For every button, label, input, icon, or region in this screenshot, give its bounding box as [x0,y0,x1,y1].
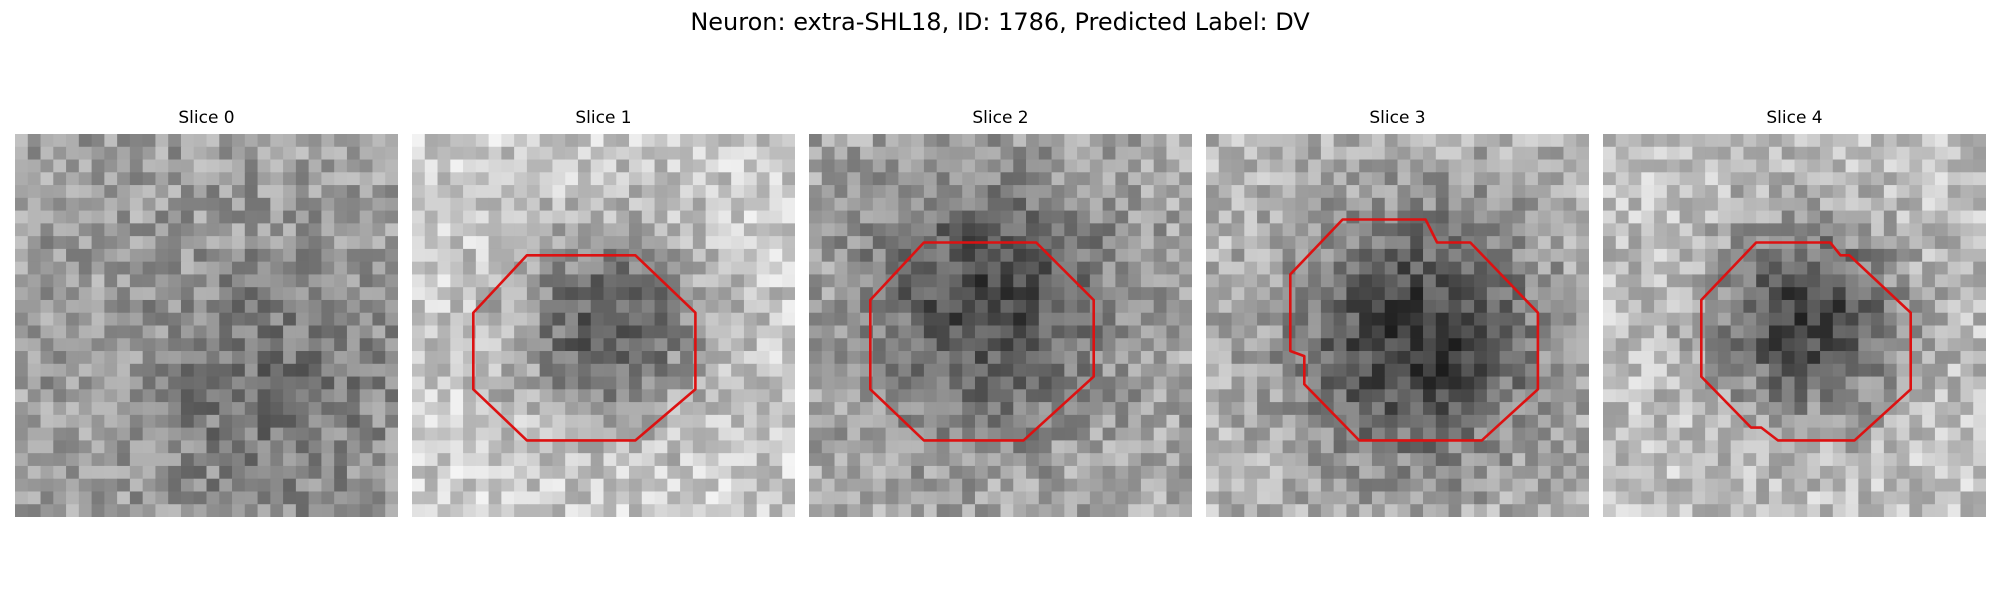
slice-image [1206,134,1589,517]
slice-image-canvas [1603,134,1986,517]
slice-image-canvas [1206,134,1589,517]
slice-image [1603,134,1986,517]
slice-image-canvas [15,134,398,517]
slice-title: Slice 0 [178,108,235,128]
slice-image [809,134,1192,517]
roi-contour [1289,218,1540,442]
slice-title: Slice 4 [1766,108,1823,128]
slice-image [15,134,398,517]
slice-image-canvas [809,134,1192,517]
slice-title: Slice 2 [972,108,1029,128]
slice-image [412,134,795,517]
slice-image-canvas [412,134,795,517]
slice-title: Slice 3 [1369,108,1426,128]
slice-title: Slice 1 [575,108,632,128]
roi-contour [1700,241,1913,442]
figure-title: Neuron: extra-SHL18, ID: 1786, Predicted… [690,8,1310,36]
roi-contour [868,241,1096,442]
roi-contour [471,254,697,442]
